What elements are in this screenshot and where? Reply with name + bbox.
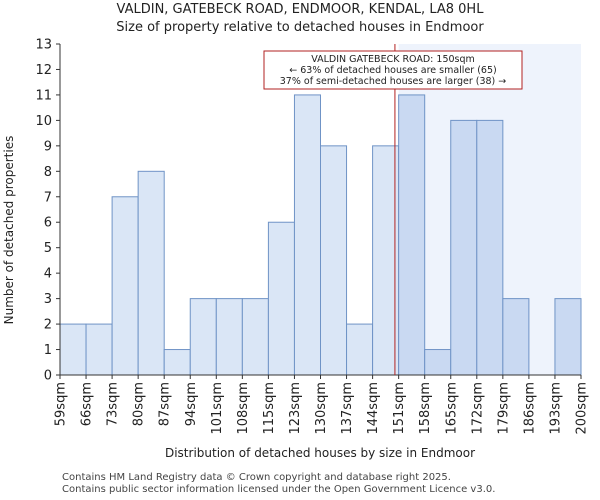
x-tick-label: 158sqm <box>418 382 433 435</box>
annotation-box <box>263 50 523 90</box>
annotation-line-1: VALDIN GATEBECK ROAD: 150sqm <box>311 54 475 65</box>
x-tick-label: 179sqm <box>496 382 511 435</box>
y-tick-label: 2 <box>44 318 52 333</box>
y-tick-label: 4 <box>44 267 52 282</box>
x-tick-label: 137sqm <box>340 382 355 435</box>
bar-165sqm <box>450 119 478 376</box>
bar-87sqm <box>163 349 191 376</box>
x-tick-label: 151sqm <box>392 382 407 435</box>
bar-94sqm <box>189 298 217 376</box>
y-tick-label: 5 <box>44 241 52 256</box>
bar-108sqm <box>241 298 269 376</box>
bar-115sqm <box>267 221 295 376</box>
bar-101sqm <box>215 298 243 376</box>
bar-151sqm <box>398 94 426 376</box>
bar-137sqm <box>346 323 374 376</box>
annotation-line-2: ← 63% of detached houses are smaller (65… <box>289 65 496 76</box>
x-tick-label: 87sqm <box>158 382 173 426</box>
bar-59sqm <box>59 323 87 376</box>
y-tick-label: 9 <box>44 139 52 154</box>
x-tick-label: 123sqm <box>288 382 303 435</box>
bar-158sqm <box>424 349 452 376</box>
y-tick-label: 13 <box>35 38 52 53</box>
bar-193sqm <box>554 298 582 376</box>
y-tick-label: 11 <box>35 88 52 103</box>
x-tick-label: 186sqm <box>522 382 537 435</box>
x-tick-label: 66sqm <box>80 382 95 426</box>
y-tick-label: 6 <box>44 216 52 231</box>
annotation-group: VALDIN GATEBECK ROAD: 150sqm← 63% of det… <box>263 50 523 90</box>
footer-line-2: Contains public sector information licen… <box>62 484 496 495</box>
x-tick-label: 144sqm <box>366 382 381 435</box>
bar-123sqm <box>293 94 322 376</box>
bar-172sqm <box>476 119 504 376</box>
bar-73sqm <box>111 196 139 376</box>
y-tick-label: 1 <box>44 343 52 358</box>
y-tick-label: 7 <box>44 190 52 205</box>
x-tick-label: 115sqm <box>262 382 277 435</box>
y-tick-label: 3 <box>44 292 52 307</box>
chart-title: VALDIN, GATEBECK ROAD, ENDMOOR, KENDAL, … <box>116 2 484 17</box>
bars-group <box>59 94 582 376</box>
bar-80sqm <box>137 170 165 376</box>
footer-line-1: Contains HM Land Registry data © Crown c… <box>62 472 451 483</box>
x-tick-label: 94sqm <box>184 382 199 426</box>
x-axis-label: Distribution of detached houses by size … <box>165 446 475 460</box>
annotation-line-3: 37% of semi-detached houses are larger (… <box>280 76 507 87</box>
x-ticks-group: 59sqm 66sqm 73sqm 80sqm 87sqm 94sqm 101sqm 108s… <box>54 375 590 435</box>
x-tick-label: 193sqm <box>548 382 563 435</box>
x-tick-label: 108sqm <box>236 382 251 435</box>
x-tick-label: 165sqm <box>444 382 459 435</box>
y-axis-label: Number of detached properties <box>2 136 16 325</box>
bar-130sqm <box>320 145 348 376</box>
y-tick-label: 0 <box>44 369 52 384</box>
x-tick-label: 101sqm <box>210 382 225 435</box>
x-tick-label: 200sqm <box>575 382 590 435</box>
bar-179sqm <box>502 298 530 376</box>
y-tick-label: 10 <box>35 114 52 129</box>
chart-subtitle: Size of property relative to detached ho… <box>116 20 484 35</box>
x-tick-label: 130sqm <box>314 382 329 435</box>
x-tick-label: 80sqm <box>132 382 147 426</box>
x-tick-label: 73sqm <box>106 382 121 426</box>
y-tick-label: 8 <box>44 165 52 180</box>
x-tick-label: 172sqm <box>470 382 485 435</box>
x-tick-label: 59sqm <box>54 382 69 426</box>
bar-144sqm <box>372 145 400 376</box>
y-tick-label: 12 <box>35 63 52 78</box>
bar-66sqm <box>85 323 113 376</box>
